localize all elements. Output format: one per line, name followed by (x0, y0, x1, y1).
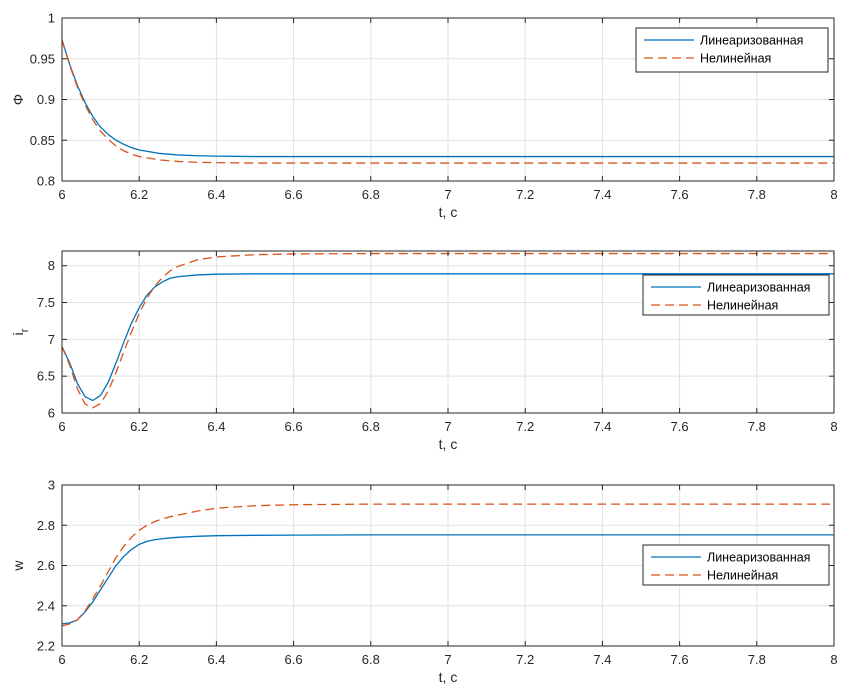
x-tick-label: 8 (830, 652, 837, 667)
x-tick-label: 7.2 (516, 419, 534, 434)
y-tick-label: 0.85 (30, 133, 55, 148)
x-tick-label: 7 (444, 187, 451, 202)
chart-panel-3: 6 6.2 6.4 6.6 6.8 7 7.2 7.4 7.6 7.8 8 2.2 2.4 2.6 2.8 3… (10, 478, 838, 685)
x-tick-label: 7.4 (593, 419, 611, 434)
y-tick-label: 0.8 (37, 174, 55, 189)
chart-panel-2: 6 6.2 6.4 6.6 6.8 7 7.2 7.4 7.6 7.8 8 6 6.5 7 7.5 8 t, c… (10, 250, 838, 452)
x-tick-label: 6.8 (362, 419, 380, 434)
x-tick-label: 6.2 (130, 652, 148, 667)
x-tick-label: 6 (58, 187, 65, 202)
y-tick-label: 6 (48, 406, 55, 421)
x-tick-label: 6.8 (362, 187, 380, 202)
x-tick-label: 7.8 (748, 187, 766, 202)
legend-label-linearized: Линеаризованная (707, 281, 810, 295)
y-tick-label: 2.2 (37, 639, 55, 654)
y-tick-label: 2.6 (37, 558, 55, 573)
x-tick-label: 7.8 (748, 652, 766, 667)
legend: Линеаризованная Нелинейная (642, 544, 830, 586)
x-axis-label: t, c (439, 204, 458, 220)
series-line-nonlinear (61, 503, 834, 627)
x-tick-label: 7.6 (671, 419, 689, 434)
y-tick-label: 0.95 (30, 51, 55, 66)
x-tick-label: 7.6 (671, 187, 689, 202)
y-tick-label: 1 (48, 11, 55, 26)
x-tick-label: 7.2 (516, 652, 534, 667)
legend-label-linearized: Линеаризованная (707, 551, 810, 565)
x-tick-label: 7 (444, 652, 451, 667)
x-tick-label: 6.6 (285, 652, 303, 667)
x-tick-label: 6.6 (285, 187, 303, 202)
x-tick-label: 7 (444, 419, 451, 434)
x-tick-label: 7.4 (593, 187, 611, 202)
legend-label-nonlinear: Нелинейная (707, 299, 778, 313)
x-tick-label: 8 (830, 187, 837, 202)
legend-label-nonlinear: Нелинейная (700, 52, 771, 66)
x-tick-label: 7.6 (671, 652, 689, 667)
x-tick-label: 6.2 (130, 419, 148, 434)
legend: Линеаризованная Нелинейная (642, 274, 830, 316)
series-line-linearized (61, 534, 834, 625)
y-axis-label: ir (10, 328, 31, 335)
legend-label-nonlinear: Нелинейная (707, 569, 778, 583)
legend-box (642, 274, 830, 316)
x-tick-label: 7.8 (748, 419, 766, 434)
legend-label-linearized: Линеаризованная (700, 34, 803, 48)
x-tick-label: 7.4 (593, 652, 611, 667)
legend: Линеаризованная Нелинейная (635, 27, 829, 73)
y-axis-label: w (10, 560, 26, 572)
y-axis-label-subscript: r (19, 328, 31, 332)
series-line-nonlinear (61, 39, 834, 164)
x-tick-label: 6.4 (207, 419, 225, 434)
legend-box (635, 27, 829, 73)
chart-panel-1: 6 6.2 6.4 6.6 6.8 7 7.2 7.4 7.6 7.8 8 0.8 0.85 0.9 0.9… (10, 11, 838, 221)
series-line-nonlinear (61, 252, 834, 409)
x-tick-label: 6.2 (130, 187, 148, 202)
x-tick-label: 6.4 (207, 187, 225, 202)
x-tick-label: 6 (58, 419, 65, 434)
y-tick-label: 8 (48, 258, 55, 273)
legend-box (642, 544, 830, 586)
y-tick-label: 7 (48, 332, 55, 347)
x-tick-label: 6.8 (362, 652, 380, 667)
series-line-linearized (61, 273, 834, 402)
x-tick-label: 6 (58, 652, 65, 667)
series-line-linearized (61, 39, 834, 158)
x-axis-label: t, c (439, 436, 458, 452)
y-tick-label: 2.8 (37, 518, 55, 533)
x-tick-label: 6.4 (207, 652, 225, 667)
x-tick-label: 6.6 (285, 419, 303, 434)
y-tick-label: 3 (48, 478, 55, 493)
y-tick-label: 2.4 (37, 598, 55, 613)
y-tick-label: 7.5 (37, 295, 55, 310)
x-tick-label: 8 (830, 419, 837, 434)
y-tick-label: 0.9 (37, 92, 55, 107)
y-tick-label: 6.5 (37, 369, 55, 384)
y-axis-label: Φ (10, 94, 26, 105)
x-tick-label: 7.2 (516, 187, 534, 202)
x-axis-label: t, c (439, 669, 458, 685)
